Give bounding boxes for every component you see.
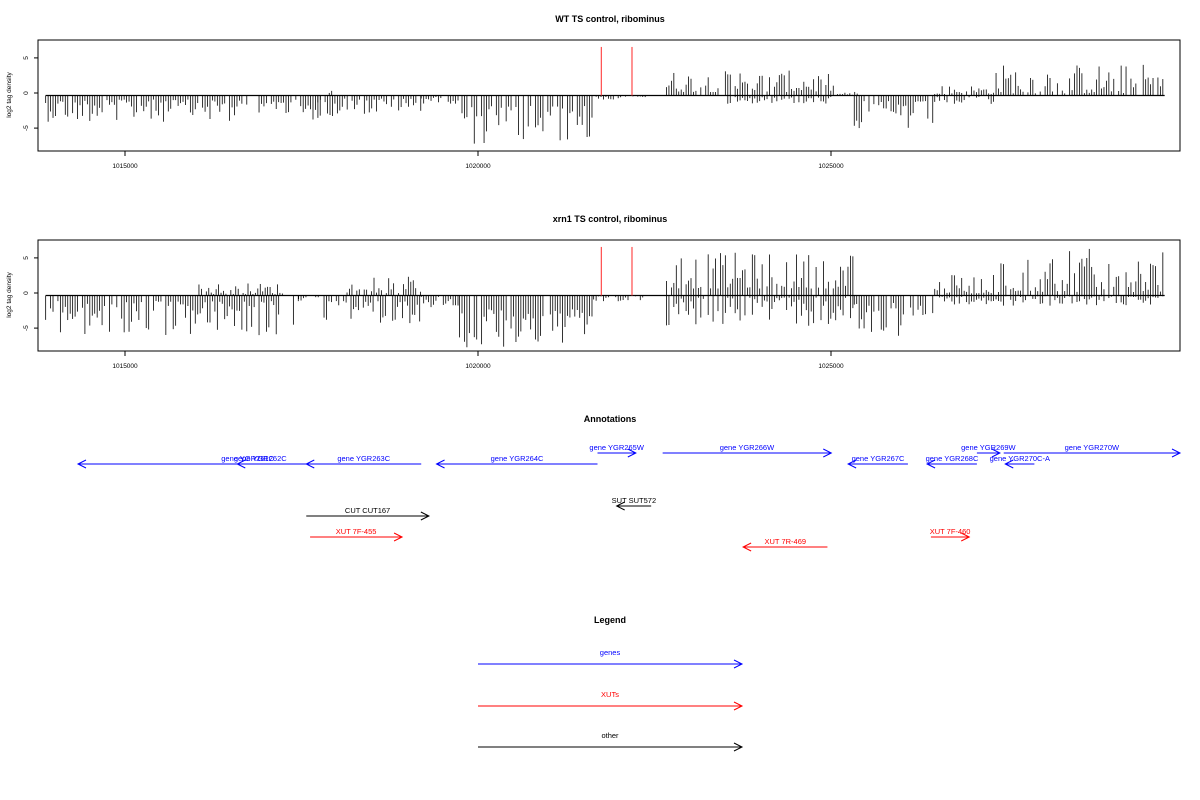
annotation-feature: gene YGR266W — [662, 443, 833, 458]
marker-lines — [600, 246, 633, 296]
x-tick-label: 1020000 — [465, 363, 491, 370]
annotation-arrow-arrowhead — [1004, 459, 1014, 469]
density-bars — [45, 248, 1164, 348]
legend-items: genes XUTs other — [478, 648, 744, 752]
annotation-label: XUT 7F-455 — [336, 527, 377, 536]
legend-item: other — [478, 731, 744, 752]
annotation-arrow-arrowhead — [991, 448, 1002, 458]
y-axis-label: log2 tag density — [6, 271, 13, 317]
y-tick-5: 5 — [23, 256, 38, 260]
panel-title: xrn1 TS control, ribominus — [553, 214, 668, 224]
annotation-arrow-arrowhead — [435, 459, 445, 469]
annotation-label: gene YGR267C — [852, 454, 905, 463]
annotation-arrow-arrowhead — [847, 459, 857, 469]
annotation-label: gene YGR265W — [589, 443, 644, 452]
y-tick-label: 0 — [23, 91, 30, 95]
annotation-label: SUT SUT572 — [612, 496, 656, 505]
legend-item: genes — [478, 648, 744, 669]
annotation-feature: gene YGR268C — [925, 454, 979, 469]
legend-label: other — [601, 731, 619, 740]
annotation-arrow-arrowhead — [615, 501, 625, 511]
annotation-feature: XUT 7F-460 — [930, 527, 971, 542]
annotation-arrow-arrowhead — [1171, 448, 1182, 458]
x-tick-1020000: 1020000 — [465, 151, 491, 170]
y-tick-label: 5 — [23, 256, 30, 260]
annotations-title: Annotations — [584, 414, 637, 424]
y-tick-0: 0 — [23, 91, 38, 95]
annotation-arrow-arrowhead — [925, 459, 936, 469]
annotation-feature: gene YGR269W — [961, 443, 1017, 458]
annotation-arrow-arrowhead — [823, 448, 833, 458]
x-tick-label: 1015000 — [112, 163, 138, 170]
legend-label: genes — [600, 648, 621, 657]
legend-arrow-arrowhead — [733, 659, 744, 669]
y-tick-label: -5 — [23, 125, 30, 131]
legend-item: XUTs — [478, 690, 744, 711]
annotation-arrow-arrowhead — [393, 532, 404, 542]
panel-xrn1: xrn1 TS control, ribominus log2 tag dens… — [6, 214, 1181, 370]
y-tick-label: -5 — [23, 325, 30, 331]
legend-label: XUTs — [601, 690, 619, 699]
annotation-arrow-arrowhead — [627, 448, 637, 458]
plot-frame — [37, 239, 1181, 352]
legend-arrow-arrowhead — [733, 742, 744, 752]
y-tick-neg5: -5 — [23, 325, 38, 331]
annotation-feature: gene YGR264C — [435, 454, 598, 469]
annotation-feature: gene YGR270W — [1003, 443, 1182, 458]
annotation-feature: gene YGR270C-A — [990, 454, 1050, 469]
x-tick-label: 1025000 — [818, 363, 844, 370]
y-axis-label: log2 tag density — [6, 71, 13, 117]
annotation-arrow-arrowhead — [305, 459, 315, 469]
annotation-arrow-arrowhead — [961, 532, 971, 542]
y-tick-label: 0 — [23, 291, 30, 295]
x-tick-1025000: 1025000 — [818, 151, 844, 170]
y-tick-0: 0 — [23, 291, 38, 295]
x-tick-1025000: 1025000 — [818, 351, 844, 370]
annotation-label: gene YGR266W — [720, 443, 775, 452]
annotation-label: gene YGR269W — [961, 443, 1016, 452]
annotation-arrow-arrowhead — [742, 542, 752, 552]
annotation-label: gene YGR263C — [337, 454, 390, 463]
legend-arrow-arrowhead — [733, 701, 744, 711]
annotation-feature: gene YGR263C — [305, 454, 422, 469]
x-tick-1015000: 1015000 — [112, 351, 138, 370]
annotation-feature: gene YGR262C — [234, 454, 287, 469]
annotation-label: gene YGR261C — [221, 454, 274, 463]
y-tick-label: 5 — [23, 56, 30, 60]
annotation-label: gene YGR268C — [926, 454, 979, 463]
annotation-arrow-arrowhead — [76, 459, 87, 469]
annotation-label: XUT 7F-460 — [930, 527, 971, 536]
y-tick-neg5: -5 — [23, 125, 38, 131]
annotation-label: XUT 7R-469 — [765, 537, 807, 546]
legend-title: Legend — [594, 615, 626, 625]
legend-panel: Legend genes XUTs other — [478, 615, 744, 752]
annotation-feature: CUT CUT167 — [306, 506, 431, 521]
plot-frame — [37, 39, 1181, 152]
x-tick-label: 1025000 — [818, 163, 844, 170]
x-tick-label: 1020000 — [465, 163, 491, 170]
panel-title: WT TS control, ribominus — [555, 14, 665, 24]
annotation-feature: gene YGR267C — [847, 454, 908, 469]
marker-lines — [600, 46, 633, 96]
annotation-label: gene YGR262C — [234, 454, 287, 463]
x-tick-1020000: 1020000 — [465, 351, 491, 370]
annotation-label: gene YGR270W — [1065, 443, 1120, 452]
annotation-label: gene YGR270C-A — [990, 454, 1050, 463]
panel-wt: WT TS control, ribominus log2 tag densit… — [6, 14, 1181, 170]
annotation-feature: XUT 7R-469 — [742, 537, 828, 552]
y-tick-5: 5 — [23, 56, 38, 60]
annotation-arrow-arrowhead — [420, 511, 431, 521]
density-bars — [45, 64, 1164, 144]
annotation-label: CUT CUT167 — [345, 506, 390, 515]
annotation-feature: SUT SUT572 — [612, 496, 656, 511]
annotation-feature: XUT 7F-455 — [310, 527, 404, 542]
annotation-arrow-arrowhead — [236, 459, 246, 469]
annotation-label: gene YGR264C — [491, 454, 544, 463]
x-tick-1015000: 1015000 — [112, 151, 138, 170]
annotation-feature: gene YGR265W — [589, 443, 645, 458]
x-tick-label: 1015000 — [112, 363, 138, 370]
